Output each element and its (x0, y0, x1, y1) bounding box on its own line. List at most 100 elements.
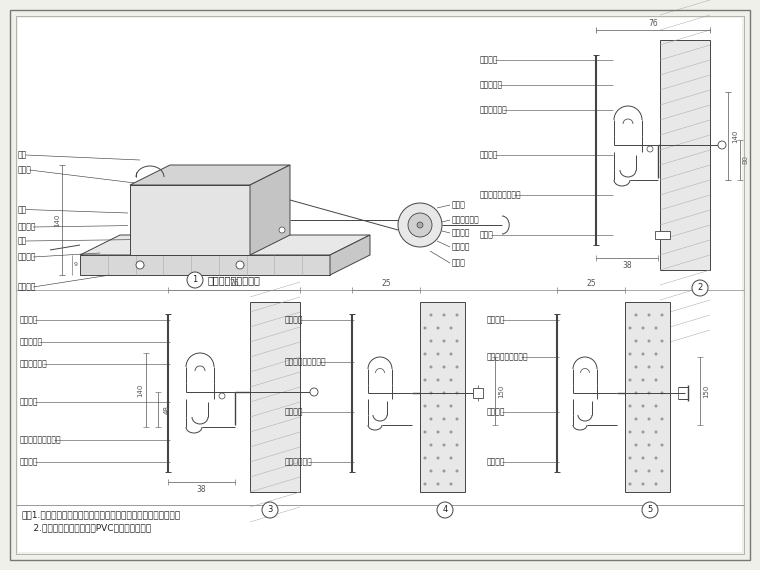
Bar (625, 302, 670, 492)
Circle shape (635, 340, 638, 343)
Text: 乙烯软垂: 乙烯软垂 (20, 397, 39, 406)
Text: 25: 25 (382, 279, 391, 287)
Circle shape (654, 378, 657, 381)
Circle shape (455, 470, 458, 473)
Circle shape (648, 365, 651, 368)
Polygon shape (130, 165, 290, 185)
Circle shape (455, 417, 458, 421)
Text: 注：1.各种扟手护角均有成品配套的阴阳转角，应注意对应选择。: 注：1.各种扟手护角均有成品配套的阴阳转角，应注意对应选择。 (22, 511, 181, 519)
Circle shape (423, 405, 426, 408)
Text: 缓冲扟手施工示意图: 缓冲扟手施工示意图 (208, 275, 261, 285)
Text: 系墙螺栌: 系墙螺栌 (487, 458, 505, 466)
Circle shape (436, 405, 439, 408)
Circle shape (635, 314, 638, 316)
Circle shape (648, 417, 651, 421)
Circle shape (455, 314, 458, 316)
Circle shape (262, 502, 278, 518)
Circle shape (629, 430, 632, 434)
Circle shape (654, 405, 657, 408)
Circle shape (629, 405, 632, 408)
Circle shape (455, 340, 458, 343)
Circle shape (635, 365, 638, 368)
Circle shape (660, 417, 663, 421)
Circle shape (635, 470, 638, 473)
Text: 螺钉: 螺钉 (18, 150, 27, 160)
Polygon shape (330, 235, 370, 275)
Text: 乙烯软垂: 乙烯软垂 (452, 242, 470, 251)
Text: 150: 150 (703, 384, 709, 398)
Circle shape (398, 203, 442, 247)
Bar (250, 302, 300, 492)
Circle shape (449, 482, 452, 486)
Text: 内置角: 内置角 (18, 165, 32, 174)
Circle shape (641, 457, 644, 459)
Text: 140: 140 (54, 213, 60, 227)
Text: 金属支座中距: 金属支座中距 (452, 215, 480, 225)
Circle shape (641, 352, 644, 356)
Polygon shape (80, 235, 370, 255)
Circle shape (187, 272, 203, 288)
Circle shape (660, 443, 663, 446)
Circle shape (654, 430, 657, 434)
Bar (660, 40, 710, 270)
Circle shape (629, 482, 632, 486)
Text: 乙烯软垂: 乙烯软垂 (480, 150, 499, 160)
Circle shape (408, 213, 432, 237)
Text: 固定套: 固定套 (480, 230, 494, 239)
Circle shape (654, 327, 657, 329)
Circle shape (279, 227, 285, 233)
Text: 2: 2 (698, 283, 703, 292)
Text: 扟手面板: 扟手面板 (480, 55, 499, 64)
Circle shape (436, 457, 439, 459)
Text: 48: 48 (164, 405, 170, 414)
Text: 乙烯软垂: 乙烯软垂 (487, 408, 505, 417)
Circle shape (442, 470, 445, 473)
Text: 垂锁钉: 垂锁钉 (452, 201, 466, 210)
Circle shape (654, 457, 657, 459)
Text: 嵌内装饰物: 嵌内装饰物 (480, 80, 503, 89)
Circle shape (692, 280, 708, 296)
Circle shape (635, 443, 638, 446)
Circle shape (635, 392, 638, 394)
Circle shape (136, 261, 144, 269)
Circle shape (449, 457, 452, 459)
Circle shape (449, 327, 452, 329)
Circle shape (442, 417, 445, 421)
Polygon shape (130, 185, 250, 255)
Text: 140: 140 (137, 383, 143, 397)
Circle shape (429, 365, 432, 368)
Text: 140: 140 (732, 129, 738, 142)
Circle shape (429, 392, 432, 394)
Circle shape (641, 327, 644, 329)
Text: 铝制横杆: 铝制横杆 (452, 229, 470, 238)
Text: 80: 80 (742, 156, 748, 165)
Circle shape (641, 405, 644, 408)
Text: 金属支座中距: 金属支座中距 (480, 105, 508, 115)
Circle shape (423, 327, 426, 329)
Circle shape (641, 482, 644, 486)
Text: 扟手面板: 扟手面板 (20, 316, 39, 324)
Text: 4: 4 (442, 506, 448, 515)
Circle shape (660, 392, 663, 394)
Circle shape (648, 470, 651, 473)
Circle shape (442, 392, 445, 394)
Polygon shape (250, 165, 290, 255)
Text: 端口盖尽: 端口盖尽 (18, 222, 36, 231)
Circle shape (236, 261, 244, 269)
Text: 25: 25 (586, 279, 596, 287)
Circle shape (660, 365, 663, 368)
Circle shape (436, 482, 439, 486)
Circle shape (629, 352, 632, 356)
Circle shape (449, 430, 452, 434)
Circle shape (429, 443, 432, 446)
Circle shape (449, 378, 452, 381)
Bar (473, 388, 483, 398)
Circle shape (423, 457, 426, 459)
Text: 铝型材支架（成品）: 铝型材支架（成品） (480, 190, 521, 200)
Polygon shape (80, 255, 330, 275)
Text: 铝型材支架（成品）: 铝型材支架（成品） (20, 435, 62, 445)
Circle shape (648, 314, 651, 316)
Circle shape (429, 340, 432, 343)
Text: 5: 5 (648, 506, 653, 515)
Circle shape (423, 482, 426, 486)
